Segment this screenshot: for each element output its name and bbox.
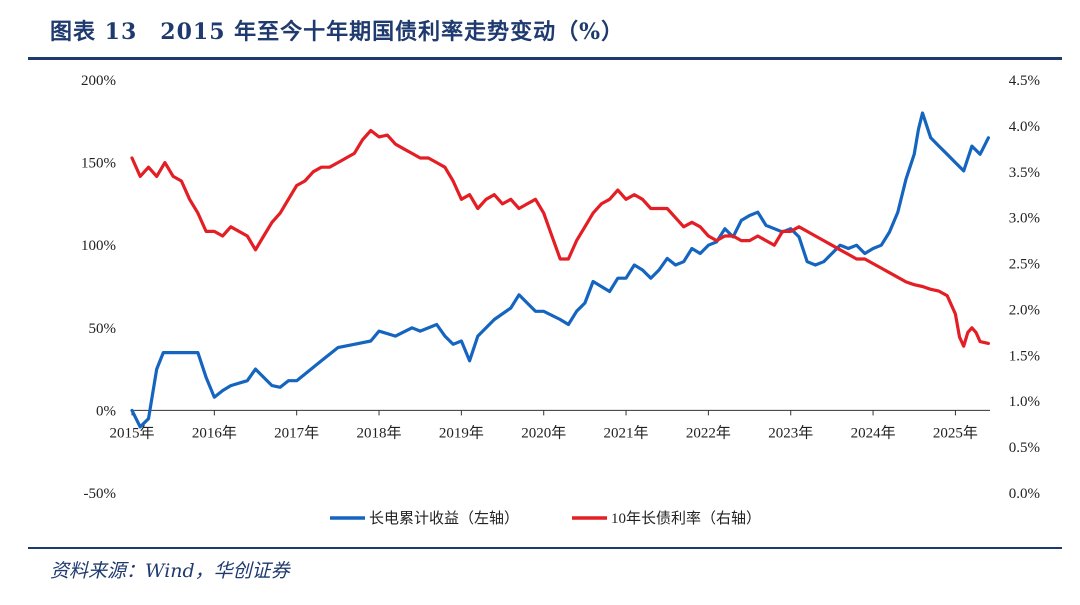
right-tick-label: 2.0%: [1009, 302, 1040, 318]
left-tick-label: -50%: [84, 486, 117, 502]
x-tick-label: 2018年: [357, 424, 402, 441]
legend: 长电累计收益（左轴） 10年长债利率（右轴）: [330, 510, 761, 527]
legend-label: 10年长债利率（右轴）: [611, 510, 761, 527]
x-tick-label: 2019年: [439, 424, 484, 441]
x-tick-label: 2021年: [604, 424, 649, 441]
series-line-10y-yield: [130, 128, 991, 348]
line-chart: 200% 150% 100% 50% 0% -50% 4.5% 4.0% 3.5% 3.0% 2.…: [81, 73, 1040, 527]
x-tick-label: 2015年: [109, 424, 154, 441]
right-tick-label: 1.5%: [1009, 348, 1040, 364]
x-tick-label: 2017年: [274, 424, 319, 441]
right-tick-label: 2.5%: [1009, 257, 1040, 273]
footer-rule: [28, 547, 1062, 549]
right-tick-label: 3.5%: [1009, 165, 1040, 181]
x-tick-label: 2020年: [521, 424, 566, 441]
right-tick-label: 4.0%: [1009, 119, 1040, 135]
x-tick-label: 2022年: [686, 424, 731, 441]
left-tick-label: 50%: [89, 321, 117, 337]
left-axis: 200% 150% 100% 50% 0% -50%: [81, 73, 116, 502]
right-axis: 4.5% 4.0% 3.5% 3.0% 2.5% 2.0% 1.5% 1.0% 0.5% 0.0%: [1009, 73, 1040, 502]
right-tick-label: 0.0%: [1009, 486, 1040, 502]
legend-label: 长电累计收益（左轴）: [369, 510, 519, 527]
title-rule: [28, 57, 1062, 60]
source-note: 资料来源：Wind，华创证券: [50, 560, 290, 582]
left-tick-label: 0%: [96, 403, 116, 419]
x-tick-label: 2016年: [192, 424, 237, 441]
x-tick-label: 2025年: [933, 424, 978, 441]
x-axis: 2015年 2016年 2017年 2018年 2019年 2020年 2021年 2022年…: [109, 410, 978, 441]
left-tick-label: 150%: [81, 156, 116, 172]
plot-area: [130, 111, 991, 429]
figure-title: 图表 13 2015 年至今十年期国债利率走势变动（%）: [50, 19, 625, 45]
left-tick-label: 100%: [81, 238, 116, 254]
x-tick-label: 2024年: [851, 424, 896, 441]
series-line-changdian: [130, 111, 991, 429]
x-tick-label: 2023年: [768, 424, 813, 441]
right-tick-label: 3.0%: [1009, 211, 1040, 227]
left-tick-label: 200%: [81, 73, 116, 89]
right-tick-label: 1.0%: [1009, 394, 1040, 410]
right-tick-label: 0.5%: [1009, 440, 1040, 456]
right-tick-label: 4.5%: [1009, 73, 1040, 89]
